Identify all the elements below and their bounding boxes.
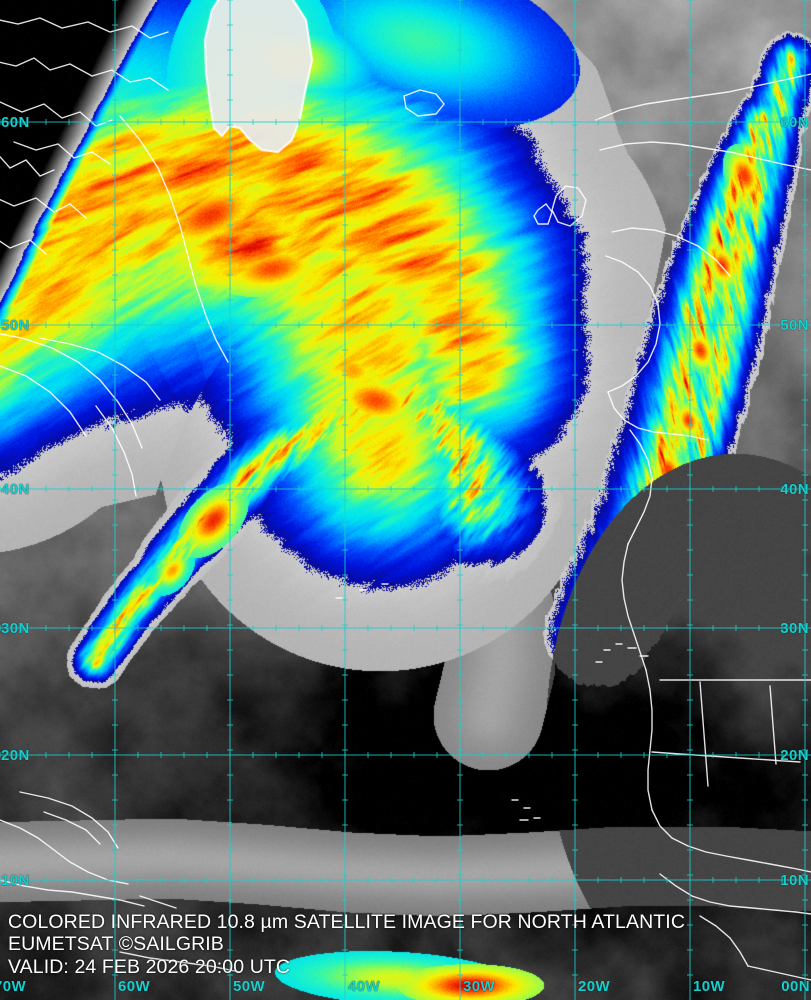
latitude-label-right: 60N <box>780 114 809 131</box>
image-caption: COLORED INFRARED 10.8 µm SATELLITE IMAGE… <box>8 911 685 979</box>
longitude-label-bottom: 60W <box>118 978 151 995</box>
longitude-label-bottom: 70W <box>0 978 27 995</box>
caption-line-source: EUMETSAT ©SAILGRIB <box>8 933 224 955</box>
latitude-label-left: 40N <box>1 481 30 498</box>
latitude-label-right: 50N <box>780 317 809 334</box>
caption-line-valid: VALID: 24 FEB 2026 20:00 UTC <box>8 955 291 978</box>
latitude-label-right: 20N <box>780 747 809 764</box>
latitude-label-left: 30N <box>1 620 30 637</box>
latitude-label-left: 60N <box>1 114 30 131</box>
longitude-label-bottom: 50W <box>233 978 266 995</box>
latitude-label-left: 10N <box>1 872 30 889</box>
latitude-label-left: 20N <box>1 747 30 764</box>
caption-line-product: COLORED INFRARED 10.8 µm SATELLITE IMAGE… <box>8 910 686 933</box>
latitude-label-left: 50N <box>1 317 30 334</box>
longitude-label-bottom: 10W <box>693 978 726 995</box>
latitude-label-right: 40N <box>780 481 809 498</box>
longitude-label-bottom: 20W <box>578 978 611 995</box>
longitude-label-bottom: 30W <box>463 978 496 995</box>
latitude-label-right: 10N <box>780 872 809 889</box>
latitude-label-right: 30N <box>780 620 809 637</box>
longitude-label-bottom: 40W <box>348 978 381 995</box>
longitude-label-bottom: 00N <box>781 978 810 995</box>
